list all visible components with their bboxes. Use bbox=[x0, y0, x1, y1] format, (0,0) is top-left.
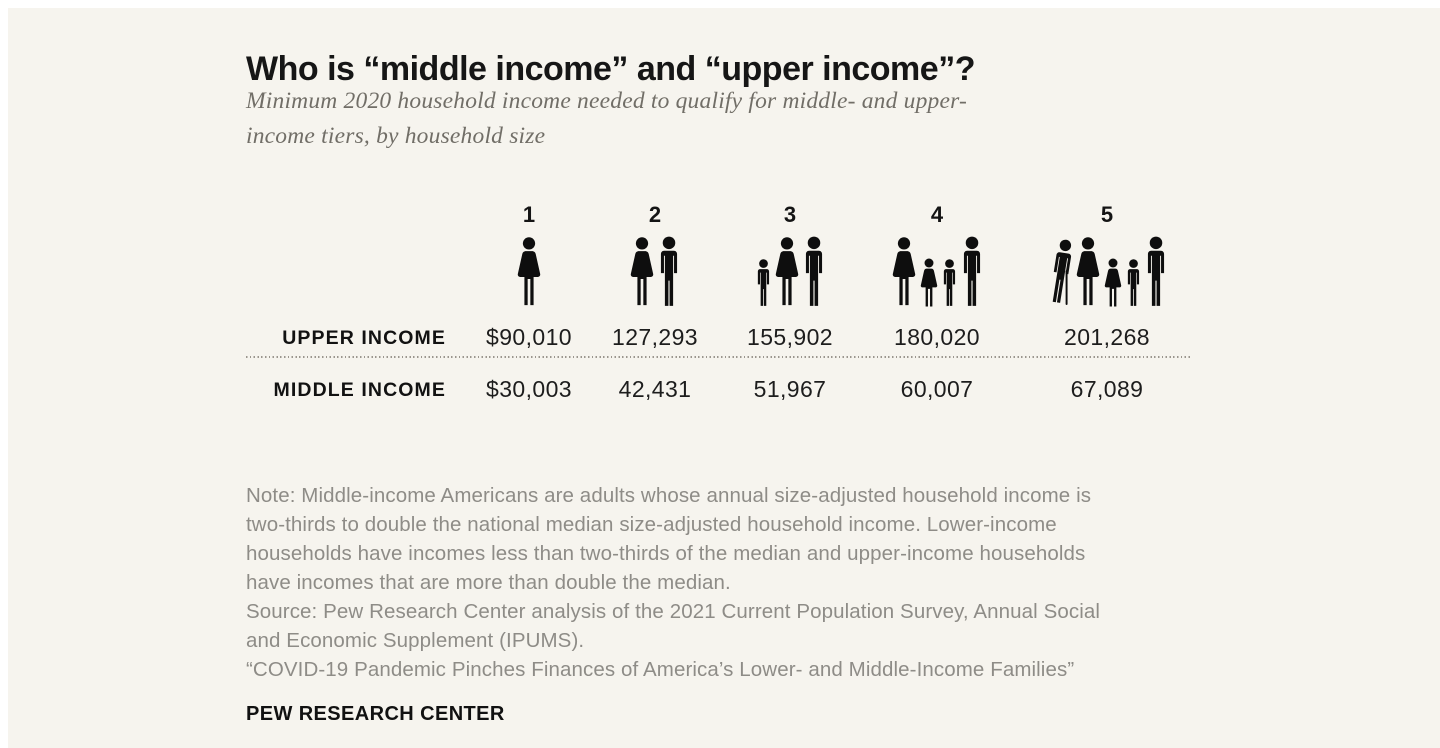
chart-subtitle-line-2: income tiers, by household size bbox=[246, 123, 546, 149]
middle-income-row-label: MIDDLE INCOME bbox=[273, 379, 446, 401]
upper-income-value-5: 201,268 bbox=[1064, 324, 1150, 350]
household-size-number-3: 3 bbox=[783, 202, 797, 227]
woman-icon bbox=[630, 236, 654, 308]
boy-icon bbox=[1126, 258, 1141, 308]
middle-income-value-5: 67,089 bbox=[1070, 376, 1144, 402]
woman-icon bbox=[775, 236, 799, 308]
upper-income-row-label: UPPER INCOME bbox=[282, 327, 446, 349]
man-icon bbox=[961, 236, 983, 308]
woman-icon bbox=[517, 236, 541, 308]
boy-icon bbox=[756, 258, 771, 308]
household-size-number-4: 4 bbox=[930, 202, 944, 227]
report-title-line: “COVID-19 Pandemic Pinches Finances of A… bbox=[246, 658, 1075, 681]
upper-income-value-4: 180,020 bbox=[894, 324, 980, 350]
household-size-number-5: 5 bbox=[1100, 202, 1114, 227]
card-background bbox=[8, 8, 1440, 748]
note-line-3: households have incomes less than two-th… bbox=[246, 542, 1086, 565]
girl-icon bbox=[1104, 258, 1122, 308]
chart-title: Who is “middle income” and “upper income… bbox=[246, 49, 975, 88]
chart-subtitle-line-1: Minimum 2020 household income needed to … bbox=[246, 88, 968, 114]
man-icon bbox=[803, 236, 825, 308]
upper-income-value-2: 127,293 bbox=[612, 324, 698, 350]
footnote-block: Note: Middle-income Americans are adults… bbox=[246, 481, 1226, 684]
upper-income-value-3: 155,902 bbox=[747, 324, 833, 350]
middle-income-value-4: 60,007 bbox=[900, 376, 974, 402]
source-line-1: Source: Pew Research Center analysis of … bbox=[246, 600, 1101, 623]
woman-icon bbox=[1076, 236, 1100, 308]
boy-icon bbox=[942, 258, 957, 308]
household-size-number-2: 2 bbox=[648, 202, 662, 227]
man-icon bbox=[658, 236, 680, 308]
middle-income-value-1: $30,003 bbox=[486, 376, 572, 402]
chart-subtitle: Minimum 2020 household income needed to … bbox=[246, 84, 1226, 154]
household-icons-size-4 bbox=[847, 236, 1027, 308]
upper-income-value-1: $90,010 bbox=[486, 324, 572, 350]
girl-icon bbox=[920, 258, 938, 308]
household-size-number-1: 1 bbox=[522, 202, 536, 227]
middle-income-value-2: 42,431 bbox=[618, 376, 692, 402]
note-line-2: two-thirds to double the national median… bbox=[246, 513, 1057, 536]
source-line-2: and Economic Supplement (IPUMS). bbox=[246, 629, 585, 652]
note-line-4: have incomes that are more than double t… bbox=[246, 571, 731, 594]
pew-research-center-wordmark: PEW RESEARCH CENTER bbox=[246, 703, 505, 725]
man-icon bbox=[1145, 236, 1167, 308]
elderly-icon bbox=[1047, 238, 1072, 308]
household-icons-size-5 bbox=[1017, 236, 1197, 308]
middle-income-value-3: 51,967 bbox=[753, 376, 827, 402]
woman-icon bbox=[892, 236, 916, 308]
note-line-1: Note: Middle-income Americans are adults… bbox=[246, 484, 1092, 507]
dotted-divider bbox=[246, 356, 1190, 358]
